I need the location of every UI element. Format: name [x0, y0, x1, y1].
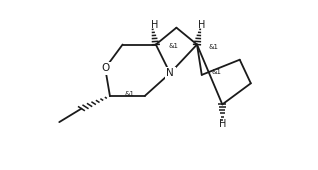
Text: N: N [166, 68, 174, 78]
Text: H: H [219, 119, 226, 129]
Text: H: H [150, 20, 158, 30]
Text: O: O [101, 63, 109, 73]
Text: &1: &1 [211, 69, 221, 74]
Text: &1: &1 [124, 91, 134, 97]
Text: &1: &1 [169, 43, 178, 49]
Text: &1: &1 [208, 44, 218, 50]
Text: H: H [198, 20, 205, 30]
